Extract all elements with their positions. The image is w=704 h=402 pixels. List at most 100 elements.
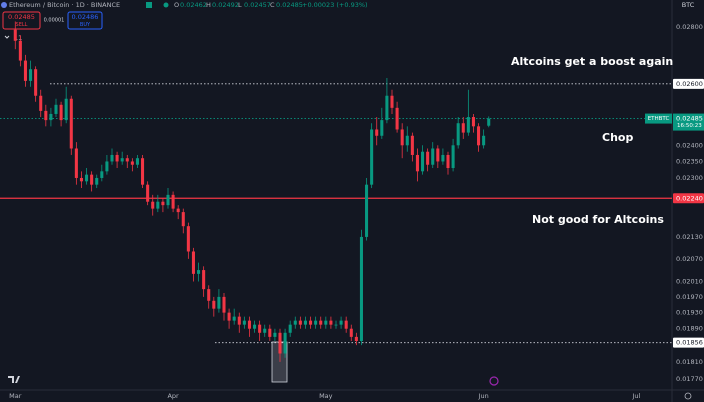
level-label-box — [673, 78, 704, 89]
candle-body — [212, 300, 216, 309]
candle-body — [410, 135, 414, 155]
candle-body — [390, 95, 394, 108]
candle-body — [380, 120, 384, 136]
x-tick-label: Jun — [478, 392, 489, 400]
candle-body — [247, 320, 251, 329]
buy-price: 0.02486 — [72, 13, 99, 21]
event-icon[interactable] — [489, 376, 499, 386]
candle-body — [400, 129, 404, 146]
candle-body — [283, 332, 287, 354]
candle-body — [482, 135, 486, 146]
countdown: 16:50:23 — [677, 123, 702, 129]
candle-body — [90, 174, 94, 185]
ohlc-value: 0.02457 — [244, 1, 271, 9]
candle-body — [456, 123, 460, 146]
candle-body — [64, 98, 68, 121]
candle-body — [120, 158, 124, 162]
candle-body — [156, 201, 160, 209]
candle-body — [207, 289, 211, 301]
y-tick-label: 0.01890 — [676, 325, 703, 333]
x-tick-label: Apr — [167, 392, 179, 400]
candle-body — [461, 123, 465, 133]
candle-body — [171, 194, 175, 209]
x-tick-label: Mar — [9, 392, 22, 400]
candle-body — [273, 332, 277, 337]
candle-body — [74, 148, 78, 178]
candle-body — [237, 316, 241, 325]
symbol-label-box — [645, 113, 672, 124]
candle-body — [242, 320, 246, 325]
settings-icon[interactable] — [684, 392, 692, 400]
candle-body — [39, 95, 43, 111]
candle-body — [54, 104, 58, 114]
candle-body — [365, 184, 369, 237]
sell-label: SELL — [16, 22, 28, 28]
candle-body — [431, 148, 435, 165]
level-label: 0.02240 — [676, 194, 703, 202]
buy-button[interactable] — [67, 11, 103, 30]
indicators-chevron[interactable] — [4, 35, 10, 39]
candle-body — [298, 320, 302, 325]
ohlc-value: 0.02462 — [180, 1, 207, 9]
candle-body — [34, 69, 38, 96]
symbol-title: Ethereum / Bitcoin · 1D · BINANCE — [9, 1, 120, 9]
candle-body — [181, 212, 185, 227]
candle-body — [125, 158, 129, 162]
candle-body — [405, 135, 409, 146]
level-label: 0.02600 — [676, 80, 703, 88]
candle-body — [446, 154, 450, 169]
market-status — [163, 2, 169, 8]
level-label-box — [673, 193, 704, 204]
candle-body — [191, 251, 195, 274]
ohlc-key: H — [206, 1, 211, 9]
candle-body — [23, 60, 27, 81]
annotation: Not good for Altcoins — [532, 213, 664, 226]
indicators-count: 11 — [14, 34, 22, 42]
y-tick-label: 0.02070 — [676, 255, 703, 263]
candle-body — [385, 95, 389, 121]
level-label-box — [673, 337, 704, 348]
candle-body — [487, 118, 491, 126]
candle-body — [202, 270, 206, 290]
candle-body — [309, 320, 313, 325]
candle-body — [334, 324, 338, 326]
candle-body — [222, 296, 226, 313]
y-tick-label: 0.02350 — [676, 157, 703, 165]
candle-body — [471, 117, 475, 127]
candle-body — [69, 98, 73, 149]
candle-body — [436, 148, 440, 162]
last-price-label: 0.02485 — [676, 115, 703, 123]
candle-body — [421, 151, 425, 172]
sell-button[interactable] — [2, 11, 41, 30]
candle-body — [288, 324, 292, 333]
candle-body — [349, 328, 353, 337]
sell-price: 0.02485 — [8, 13, 35, 21]
candle-body — [197, 270, 201, 274]
x-tick-label: May — [319, 392, 333, 400]
level-label: 0.01856 — [676, 339, 703, 347]
ohlc-key: L — [238, 1, 242, 9]
y-tick-label: 0.02400 — [676, 141, 703, 149]
candle-body — [324, 320, 328, 325]
candle-body — [314, 320, 318, 325]
candle-body — [105, 161, 109, 172]
candle-body — [13, 29, 17, 41]
candle-body — [258, 324, 262, 333]
candle-body — [100, 171, 104, 178]
y-tick-label: 0.02300 — [676, 174, 703, 182]
candle-body — [278, 332, 282, 354]
candle-body — [141, 158, 145, 185]
candle-body — [95, 177, 99, 185]
candle-body — [161, 201, 165, 206]
candle-body — [319, 320, 323, 325]
candle-body — [293, 320, 297, 325]
candle-body — [263, 328, 267, 333]
candle-body — [232, 316, 236, 321]
candle-body — [344, 320, 348, 329]
annotation: Chop — [602, 131, 633, 144]
y-tick-label: 0.01970 — [676, 293, 703, 301]
x-tick-label: Jul — [631, 392, 640, 400]
candle-body — [370, 129, 374, 185]
candle-body — [176, 208, 180, 213]
